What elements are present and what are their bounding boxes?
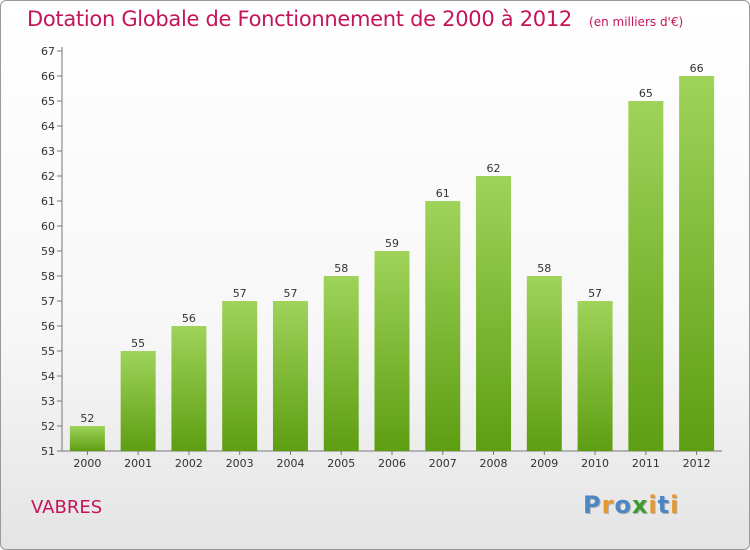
chart-title: Dotation Globale de Fonctionnement de 20… [27,7,572,31]
y-tick-label: 60 [41,220,55,233]
x-tick-label: 2007 [429,457,457,470]
x-tick-label: 2005 [327,457,355,470]
bar-value-label: 57 [283,287,297,300]
bar [679,76,715,451]
y-tick-label: 62 [41,170,55,183]
bar [374,251,410,451]
bar-value-label: 57 [233,287,247,300]
x-tick-label: 2011 [632,457,660,470]
bar [171,326,207,451]
y-tick-label: 53 [41,395,55,408]
logo-letter: o [614,491,632,519]
x-tick-label: 2006 [378,457,406,470]
y-tick-label: 57 [41,295,55,308]
bar [476,176,512,451]
bar [628,101,664,451]
chart-title-block: Dotation Globale de Fonctionnement de 20… [27,7,683,31]
bar-value-label: 61 [436,187,450,200]
x-tick-label: 2000 [73,457,101,470]
x-tick-label: 2004 [276,457,304,470]
y-tick-label: 56 [41,320,55,333]
bar [69,426,105,451]
logo-letter: i [648,491,658,519]
y-tick-label: 55 [41,345,55,358]
y-tick-label: 67 [41,45,55,58]
y-tick-label: 58 [41,270,55,283]
y-tick-label: 63 [41,145,55,158]
x-tick-label: 2012 [683,457,711,470]
logo-letter: x [631,491,649,519]
bar [323,276,359,451]
x-tick-label: 2009 [530,457,558,470]
bar-value-label: 65 [639,87,653,100]
chart-subtitle: (en milliers d'€) [589,15,684,29]
y-tick-label: 54 [41,370,55,383]
x-tick-label: 2001 [124,457,152,470]
bar [222,301,258,451]
commune-name: VABRES [31,497,103,518]
y-tick-label: 66 [41,70,55,83]
bar-value-label: 62 [487,162,501,175]
y-tick-label: 51 [41,445,55,458]
logo-letter: i [670,491,680,519]
y-tick-label: 61 [41,195,55,208]
x-tick-label: 2002 [175,457,203,470]
bar [272,301,308,451]
bar-value-label: 56 [182,312,196,325]
bar-value-label: 66 [690,62,704,75]
logo-letter: P [583,491,602,519]
logo-letter: r [601,491,615,519]
bar [577,301,613,451]
bar-value-label: 52 [80,412,94,425]
bar [425,201,461,451]
proxiti-logo: Proxiti [583,491,679,519]
bar-value-label: 55 [131,337,145,350]
bar-value-label: 59 [385,237,399,250]
x-tick-label: 2008 [480,457,508,470]
x-tick-label: 2010 [581,457,609,470]
bar-value-label: 58 [537,262,551,275]
bar [526,276,562,451]
y-tick-label: 65 [41,95,55,108]
x-tick-label: 2003 [226,457,254,470]
bar [120,351,156,451]
bar-value-label: 58 [334,262,348,275]
y-tick-label: 59 [41,245,55,258]
bar-value-label: 57 [588,287,602,300]
logo-letter: t [657,491,671,519]
y-tick-label: 64 [41,120,55,133]
y-tick-label: 52 [41,420,55,433]
